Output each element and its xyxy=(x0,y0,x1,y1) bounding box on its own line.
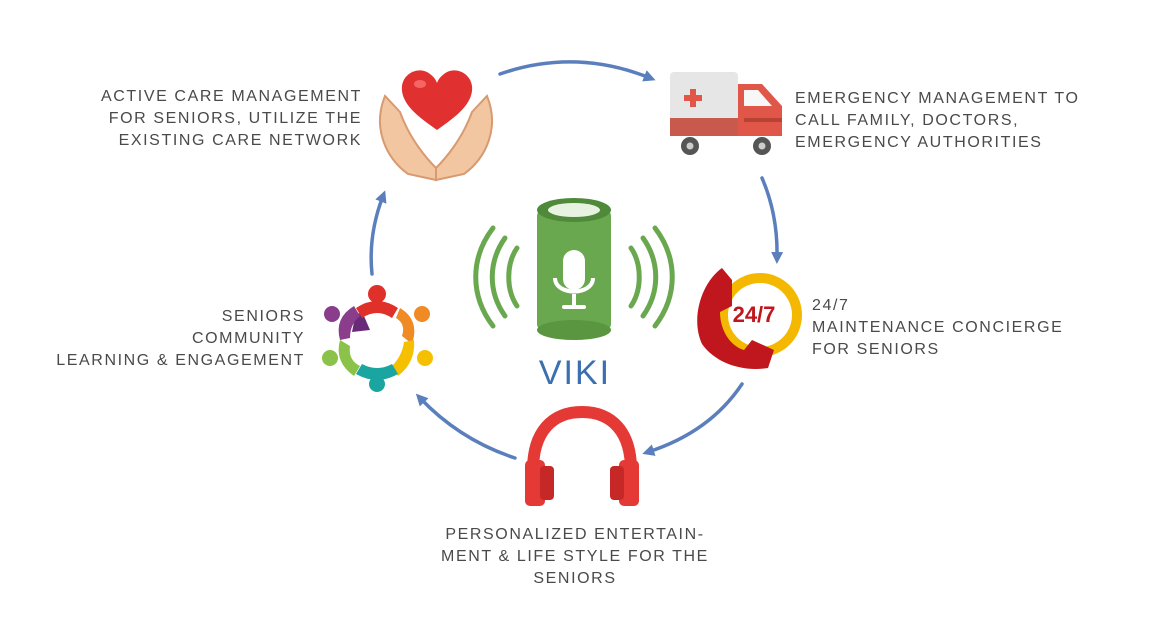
label-line: EXISTING CARE NETWORK xyxy=(118,132,362,149)
arrow-entertainment-to-community xyxy=(415,393,517,460)
label-line: COMMUNITY xyxy=(191,330,305,347)
label-line: FOR SENIORS, UTILIZE THE xyxy=(108,110,362,127)
label-line: 24/7 xyxy=(812,297,850,314)
label-line: SENIORS xyxy=(221,308,305,325)
arrow-emergency-to-maintenance xyxy=(760,176,784,264)
label-line: EMERGENCY MANAGEMENT TO xyxy=(795,90,1080,107)
label-emergency: EMERGENCY MANAGEMENT TO CALL FAMILY, DOC… xyxy=(795,88,1095,154)
label-line: MAINTENANCE CONCIERGE xyxy=(812,319,1064,336)
center-title: VIKI xyxy=(538,354,612,392)
smart-speaker-microphone-icon xyxy=(473,198,675,340)
label-line: PERSONALIZED ENTERTAIN- xyxy=(445,526,705,543)
heart-in-hands-icon xyxy=(379,70,493,182)
label-line: EMERGENCY AUTHORITIES xyxy=(795,134,1043,151)
label-active-care: ACTIVE CARE MANAGEMENT FOR SENIORS, UTIL… xyxy=(60,86,362,152)
label-entertainment: PERSONALIZED ENTERTAIN- MENT & LIFE STYL… xyxy=(420,524,730,590)
ambulance-icon xyxy=(670,72,782,155)
label-line: ACTIVE CARE MANAGEMENT xyxy=(100,88,362,105)
label-community: SENIORS COMMUNITY LEARNING & ENGAGEMENT xyxy=(40,306,305,372)
24-7-phone-icon: 24/7 xyxy=(697,268,802,369)
label-maintenance: 24/7 MAINTENANCE CONCIERGE FOR SENIORS xyxy=(812,295,1102,361)
headphones-icon xyxy=(525,405,639,506)
cycle-arrows xyxy=(369,60,784,460)
community-circle-icon xyxy=(322,285,433,392)
phone-badge-text: 24/7 xyxy=(733,302,776,327)
label-line: MENT & LIFE STYLE FOR THE xyxy=(441,548,709,565)
arrow-care-to-emergency xyxy=(498,60,656,82)
arrow-community-to-care xyxy=(369,190,387,276)
arrow-maintenance-to-entertainment xyxy=(642,382,744,456)
label-line: FOR SENIORS xyxy=(812,341,940,358)
label-line: SENIORS xyxy=(533,570,617,587)
label-line: CALL FAMILY, DOCTORS, xyxy=(795,112,1020,129)
label-line: LEARNING & ENGAGEMENT xyxy=(56,352,305,369)
